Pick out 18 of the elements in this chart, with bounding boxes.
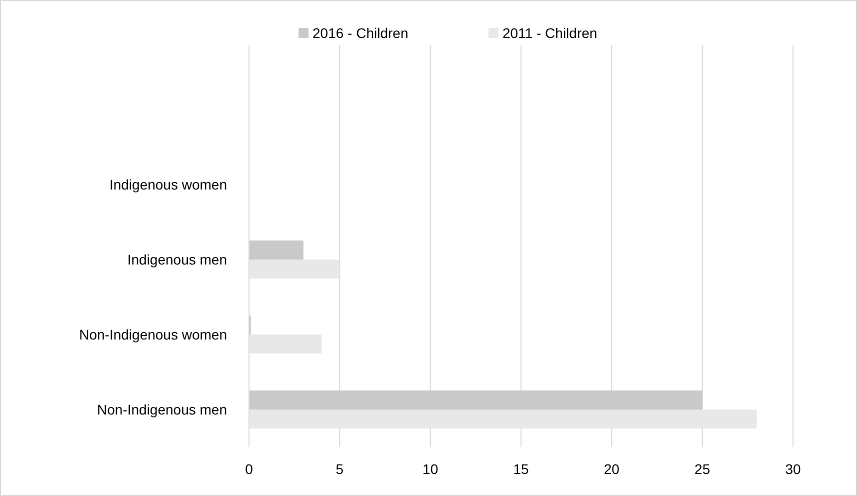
- y-tick-label: Indigenous men: [127, 252, 227, 268]
- x-tick-label: 25: [694, 461, 710, 477]
- bar: [249, 334, 322, 354]
- bar: [249, 390, 702, 410]
- legend-label: 2016 - Children: [312, 25, 408, 41]
- x-tick-label: 30: [785, 461, 801, 477]
- x-tick-label: 10: [422, 461, 438, 477]
- x-tick-label: 5: [336, 461, 344, 477]
- x-tick-label: 0: [245, 461, 254, 477]
- legend-label: 2011 - Children: [502, 25, 598, 41]
- bar: [249, 410, 757, 428]
- bar: [249, 240, 304, 260]
- bar: [249, 260, 340, 278]
- y-tick-label: Indigenous women: [109, 176, 227, 192]
- y-tick-label: Non-Indigenous women: [79, 326, 227, 342]
- x-tick-label: 15: [513, 461, 529, 477]
- x-tick-label: 20: [604, 461, 620, 477]
- y-tick-label: Non-Indigenous men: [97, 402, 227, 418]
